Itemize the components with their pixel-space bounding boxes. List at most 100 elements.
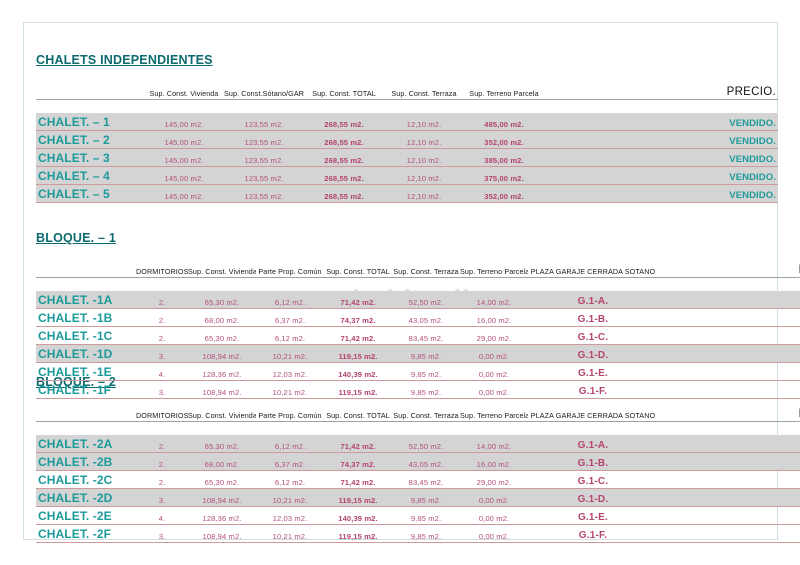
cell-sup-const-total: 268,55 m2. <box>304 166 384 185</box>
cell-spacer <box>658 488 766 507</box>
section-bloque-1: BLOQUE. – 1 DORMITORIOS Sup. Const. Vivie… <box>24 231 800 399</box>
cell-dormitorios: 3. <box>136 488 188 507</box>
cell-sup-const-vivienda: 108,94 m2. <box>188 380 256 399</box>
cell-precio: 358.000 €. <box>766 524 800 543</box>
cell-sup-terreno-parcela: 0,00 m2. <box>460 344 528 363</box>
cell-sup-const-terraza: 52,50 m2. <box>392 291 460 309</box>
cell-sup-terreno-parcela: 485,00 m2. <box>464 113 544 131</box>
cell-sup-const-terraza: 9,85 m2. <box>392 380 460 399</box>
column-header: Sup. Terreno Parcela <box>464 81 544 100</box>
cell-parte-prop-comun: 10,21 m2. <box>256 344 324 363</box>
cell-sup-const-total: 140,39 m2. <box>324 506 392 525</box>
row-label: CHALET. – 1 <box>36 113 144 131</box>
cell-sup-const-vivienda: 108,94 m2. <box>188 524 256 543</box>
cell-precio: 389.900 €. <box>766 470 800 489</box>
cell-sup-const-terraza: 12,10 m2. <box>384 148 464 167</box>
cell-sup-const-total: 140,39 m2. <box>324 362 392 381</box>
column-header <box>36 403 136 422</box>
cell-sup-terreno-parcela: 0,00 m2. <box>460 524 528 543</box>
cell-plaza-garaje: G.1-B. <box>528 452 658 471</box>
cell-sup-const-vivienda: 128,36 m2. <box>188 362 256 381</box>
cell-sup-const-sotano-garaje: 123,55 m2. <box>224 148 304 167</box>
cell-dormitorios: 2. <box>136 326 188 345</box>
column-header-precio: PRECIO. <box>766 403 800 422</box>
cell-plaza-garaje: G.1-F. <box>528 524 658 543</box>
table-row: CHALET. -2B 2. 68,00 m2. 6,37 m2. 74,37 m2. 4… <box>36 452 800 471</box>
section-bloque-2: BLOQUE. – 2 DORMITORIOS Sup. Const. Vivie… <box>24 375 800 543</box>
cell-parte-prop-comun: 10,21 m2. <box>256 488 324 507</box>
table-row: CHALET. -1A 2. 65,30 m2. 6,12 m2. 71,42 m2. 5… <box>36 291 800 309</box>
column-header: Sup. Const. Vivienda <box>144 81 224 100</box>
table-row: CHALET. -2D 3. 108,94 m2. 10,21 m2. 119,15 m… <box>36 488 800 507</box>
cell-sup-const-terraza: 52,50 m2. <box>392 435 460 453</box>
column-header: Sup. Const.Sótano/GARAJE <box>224 81 304 100</box>
cell-sup-terreno-parcela: 352,00 m2. <box>464 184 544 203</box>
cell-precio: 365.000 €. <box>766 506 800 525</box>
cell-spacer <box>658 506 766 525</box>
cell-sup-const-vivienda: 145,00 m2. <box>144 166 224 185</box>
cell-spacer <box>658 452 766 471</box>
cell-parte-prop-comun: 12,03 m2. <box>256 506 324 525</box>
column-header: Sup. Const. Terraza <box>392 259 460 278</box>
spacer-cell <box>36 278 800 292</box>
cell-parte-prop-comun: 6,12 m2. <box>256 470 324 489</box>
cell-sup-terreno-parcela: 0,00 m2. <box>460 506 528 525</box>
cell-spacer <box>544 113 694 131</box>
row-label: CHALET. -1C <box>36 326 136 345</box>
column-header: Sup. Const. Vivienda <box>188 259 256 278</box>
column-header: Sup. Const. TOTAL <box>324 403 392 422</box>
cell-sup-const-vivienda: 145,00 m2. <box>144 184 224 203</box>
table-row: CHALET. -2F 3. 108,94 m2. 10,21 m2. 119,15 m… <box>36 524 800 543</box>
column-header: Sup. Const. Vivienda <box>188 403 256 422</box>
cell-spacer <box>544 148 694 167</box>
column-header: Sup. Const. TOTAL <box>324 259 392 278</box>
cell-sup-terreno-parcela: 0,00 m2. <box>460 362 528 381</box>
cell-precio: VENDIDO. <box>694 130 778 149</box>
table-chalets-independientes: Sup. Const. Vivienda Sup. Const.Sótano/GA… <box>36 81 778 203</box>
cell-spacer <box>658 344 766 363</box>
cell-sup-const-total: 119,15 m2. <box>324 488 392 507</box>
section-chalets-independientes: CHALETS INDEPENDIENTES Sup. Const. Vivie… <box>24 53 779 203</box>
cell-spacer <box>658 380 766 399</box>
cell-sup-terreno-parcela: 0,00 m2. <box>460 380 528 399</box>
cell-plaza-garaje: G.1-F. <box>528 380 658 399</box>
cell-precio: VENDIDO. <box>766 344 800 363</box>
cell-precio: 389.900 €. <box>766 326 800 345</box>
cell-dormitorios: 2. <box>136 452 188 471</box>
cell-spacer <box>658 362 766 381</box>
column-header-precio: PRECIO. <box>694 81 778 100</box>
row-label: CHALET. -1F <box>36 380 136 399</box>
column-header <box>544 81 694 100</box>
table-header-row: DORMITORIOS Sup. Const. Vivienda Parte Pro… <box>36 403 800 422</box>
spacer-cell <box>36 422 800 436</box>
cell-dormitorios: 2. <box>136 291 188 309</box>
cell-sup-terreno-parcela: 14,00 m2. <box>460 435 528 453</box>
cell-dormitorios: 4. <box>136 362 188 381</box>
column-header: PLAZA GARAJE CERRADA SOTANO <box>528 403 658 422</box>
cell-sup-const-terraza: 9,85 m2. <box>392 344 460 363</box>
table-row: CHALET. -1C 2. 65,30 m2. 6,12 m2. 71,42 m2. 8… <box>36 326 800 345</box>
cell-sup-const-vivienda: 108,94 m2. <box>188 488 256 507</box>
cell-plaza-garaje: G.1-A. <box>528 435 658 453</box>
cell-sup-const-terraza: 83,45 m2. <box>392 326 460 345</box>
cell-dormitorios: 2. <box>136 435 188 453</box>
cell-precio: VENDIDO. <box>766 435 800 453</box>
cell-sup-const-sotano-garaje: 123,55 m2. <box>224 113 304 131</box>
table-row: CHALET. – 2 145,00 m2. 123,55 m2. 268,55 m2… <box>36 130 778 149</box>
row-label: CHALET. -2F <box>36 524 136 543</box>
cell-sup-terreno-parcela: 16,00 m2. <box>460 452 528 471</box>
cell-precio: VENDIDO. <box>766 452 800 471</box>
cell-precio: 325.000 €. <box>766 308 800 327</box>
cell-sup-const-terraza: 9,85 m2. <box>392 506 460 525</box>
cell-sup-const-sotano-garaje: 123,55 m2. <box>224 184 304 203</box>
cell-dormitorios: 3. <box>136 380 188 399</box>
cell-sup-terreno-parcela: 352,00 m2. <box>464 130 544 149</box>
table-row: CHALET. -2E 4. 128,36 m2. 12,03 m2. 140,39 m… <box>36 506 800 525</box>
cell-spacer <box>658 524 766 543</box>
cell-sup-const-terraza: 9,85 m2. <box>392 362 460 381</box>
cell-spacer <box>544 184 694 203</box>
table-spacer-row <box>36 278 800 292</box>
table-spacer-row <box>36 422 800 436</box>
cell-sup-const-terraza: 9,85 m2. <box>392 524 460 543</box>
table-row: CHALET. – 5 145,00 m2. 123,55 m2. 268,55 m2… <box>36 184 778 203</box>
